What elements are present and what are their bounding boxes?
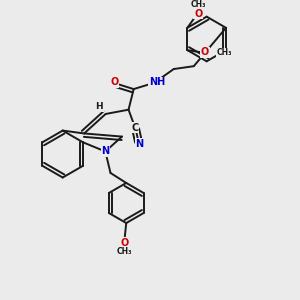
Text: N: N [135, 139, 143, 149]
Text: O: O [110, 77, 118, 88]
Text: N: N [101, 146, 110, 157]
Text: O: O [201, 47, 209, 57]
Text: CH₃: CH₃ [217, 48, 232, 57]
Text: CH₃: CH₃ [117, 247, 133, 256]
Text: O: O [121, 238, 129, 248]
Text: C: C [131, 123, 139, 133]
Text: H: H [95, 102, 103, 111]
Text: O: O [194, 8, 202, 19]
Text: CH₃: CH₃ [190, 0, 206, 9]
Text: NH: NH [149, 77, 165, 87]
